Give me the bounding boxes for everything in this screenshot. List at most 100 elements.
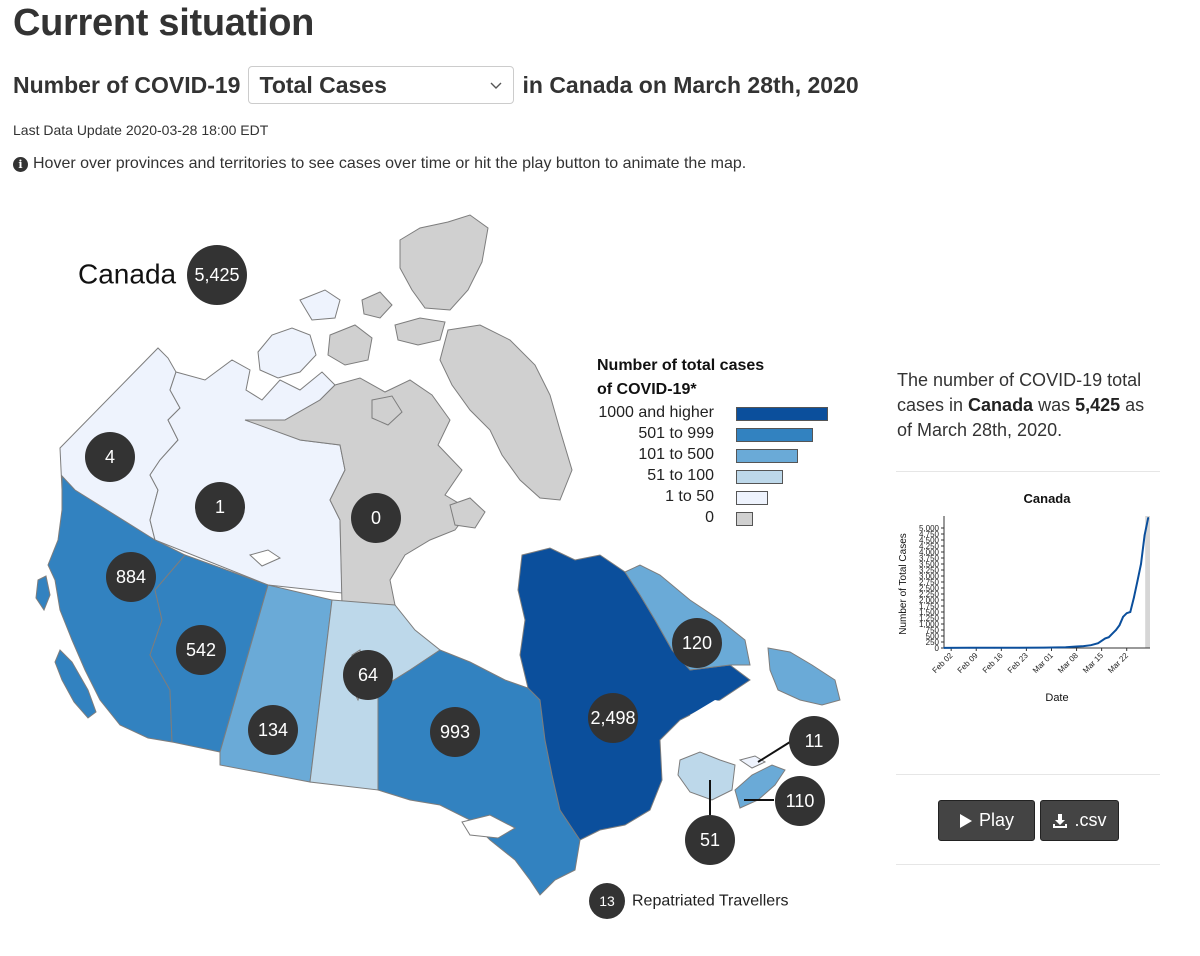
- bubble-ns[interactable]: 110: [775, 776, 825, 826]
- region-bc-haida-gwaii[interactable]: [35, 575, 51, 612]
- download-csv-button[interactable]: .csv: [1040, 800, 1119, 841]
- legend-item-swatch: [736, 428, 813, 442]
- svg-text:13: 13: [599, 893, 615, 909]
- chart-point: [943, 647, 945, 649]
- region-nu-island-southampton[interactable]: [449, 497, 486, 529]
- chart-title: Canada: [1024, 491, 1072, 506]
- measure-select[interactable]: Total Cases: [248, 66, 515, 104]
- chart-point: [1065, 646, 1067, 649]
- svg-text:884: 884: [116, 567, 146, 587]
- bubble-nt[interactable]: 1: [195, 482, 245, 532]
- map-regions: [35, 214, 841, 896]
- chart-point: [1018, 646, 1021, 649]
- chart-y-tick-label: 250: [926, 638, 940, 647]
- summary-part3: as of March 28th, 2020.: [897, 395, 1145, 440]
- canada-map: Canada 5,425 4 1 0 884 542 134 64 993 2,…: [35, 214, 841, 919]
- chart-point: [993, 647, 995, 649]
- region-nt-island-2[interactable]: [299, 289, 341, 321]
- region-nb[interactable]: [677, 751, 736, 801]
- lake-superior: [461, 814, 517, 839]
- callout-lines: [709, 741, 791, 815]
- play-button[interactable]: Play: [938, 800, 1035, 841]
- chart-y-label: Number of Total Cases: [898, 533, 909, 635]
- chart-series-line: [943, 517, 1150, 649]
- chart-y-tick-label: 1,500: [919, 608, 940, 617]
- bubble-ab[interactable]: 542: [176, 625, 226, 675]
- region-nu-island-small-2[interactable]: [371, 395, 403, 426]
- chart-y-tick-label: 2,750: [919, 578, 940, 587]
- chart-y-tick-label: 3,500: [919, 560, 940, 569]
- region-bc-vancouver-island[interactable]: [54, 649, 97, 719]
- chart-x-tick-label: Feb 09: [956, 651, 980, 675]
- legend-item: 1 to 50: [584, 486, 834, 507]
- chart-point: [1043, 646, 1046, 649]
- chart-y-tick-label: 1,000: [919, 620, 940, 629]
- legend-item-label: 501 to 999: [638, 425, 714, 442]
- bubble-yt[interactable]: 4: [85, 432, 135, 482]
- info-line: i Hover over provinces and territories t…: [13, 155, 746, 173]
- legend-item: 101 to 500: [584, 444, 834, 465]
- svg-text:542: 542: [186, 640, 216, 660]
- chart-point: [968, 647, 970, 649]
- divider-3: [896, 864, 1160, 865]
- chart-point: [1118, 624, 1121, 626]
- region-nu-island-baffin[interactable]: [439, 324, 573, 501]
- chart-point: [1133, 596, 1135, 599]
- download-icon: [1053, 813, 1068, 828]
- legend-item-label: 1000 and higher: [598, 404, 714, 421]
- info-text: Hover over provinces and territories to …: [33, 155, 747, 172]
- chart-point: [1122, 616, 1124, 618]
- bubble-nl[interactable]: 120: [672, 618, 722, 668]
- chart-x-label: Date: [1045, 692, 1068, 704]
- chart-x-tick-label: Feb 23: [1006, 651, 1030, 675]
- chart-y-tick-label: 3,000: [919, 572, 940, 581]
- chart-y-tick-label: 5,000: [919, 524, 940, 533]
- region-nt-island-1[interactable]: [257, 327, 317, 379]
- summary-value: 5,425: [1075, 395, 1121, 415]
- bubble-canada[interactable]: 5,425: [187, 245, 247, 305]
- chart-x-tick-label: Mar 15: [1081, 651, 1105, 675]
- bubble-pe[interactable]: 11: [789, 716, 839, 766]
- region-nl-newfoundland[interactable]: [767, 647, 841, 706]
- legend-title-line1: Number of total cases: [597, 357, 765, 374]
- lake-great-slave: [248, 549, 282, 567]
- legend-item-swatch: [736, 512, 753, 526]
- chart-y-tick-label: 4,750: [919, 530, 940, 539]
- svg-text:134: 134: [258, 720, 288, 740]
- chart-y-tick-label: 0: [935, 644, 940, 653]
- trend-chart: Canada 02505007501,0001,2501,5001,7502,00…: [898, 491, 1150, 704]
- bubble-bc[interactable]: 884: [106, 552, 156, 602]
- bubble-nu[interactable]: 0: [351, 493, 401, 543]
- chart-point: [1082, 645, 1085, 647]
- repatriated-label: Repatriated Travellers: [632, 893, 789, 910]
- svg-text:2,498: 2,498: [590, 708, 635, 728]
- bubble-mb[interactable]: 64: [343, 650, 393, 700]
- region-ns[interactable]: [734, 764, 786, 809]
- chart-y-tick-label: 1,750: [919, 602, 940, 611]
- legend-item-swatch: [736, 491, 768, 505]
- region-nu-island-victoria[interactable]: [327, 324, 373, 366]
- chart-y-tick-label: 2,000: [919, 596, 940, 605]
- chart-point: [1129, 611, 1132, 613]
- info-icon: i: [13, 156, 28, 172]
- subtitle-prefix: Number of COVID-19: [13, 71, 241, 98]
- legend-item-label: 51 to 100: [647, 467, 714, 484]
- chart-highlight-band: [1145, 516, 1150, 648]
- bubble-on[interactable]: 993: [430, 707, 480, 757]
- legend-item-label: 101 to 500: [638, 446, 714, 463]
- svg-text:0: 0: [371, 508, 381, 528]
- region-bubbles: Canada 5,425 4 1 0 884 542 134 64 993 2,…: [78, 245, 839, 919]
- bubble-nb[interactable]: 51: [685, 815, 735, 865]
- region-nu-island-ellesmere[interactable]: [399, 214, 489, 311]
- region-pe[interactable]: [738, 755, 767, 769]
- region-sk[interactable]: [219, 584, 333, 783]
- chart-point: [1104, 637, 1107, 640]
- bubble-qc[interactable]: 2,498: [588, 693, 638, 743]
- chart-x-tick-label: Feb 16: [981, 651, 1005, 675]
- bubble-repatriated[interactable]: 13: [589, 883, 625, 919]
- svg-text:5,425: 5,425: [194, 265, 239, 285]
- region-nu-island-small-1[interactable]: [361, 291, 393, 319]
- chart-y-tick-label: 4,250: [919, 542, 940, 551]
- region-nu-island-devon[interactable]: [394, 317, 446, 346]
- bubble-sk[interactable]: 134: [248, 705, 298, 755]
